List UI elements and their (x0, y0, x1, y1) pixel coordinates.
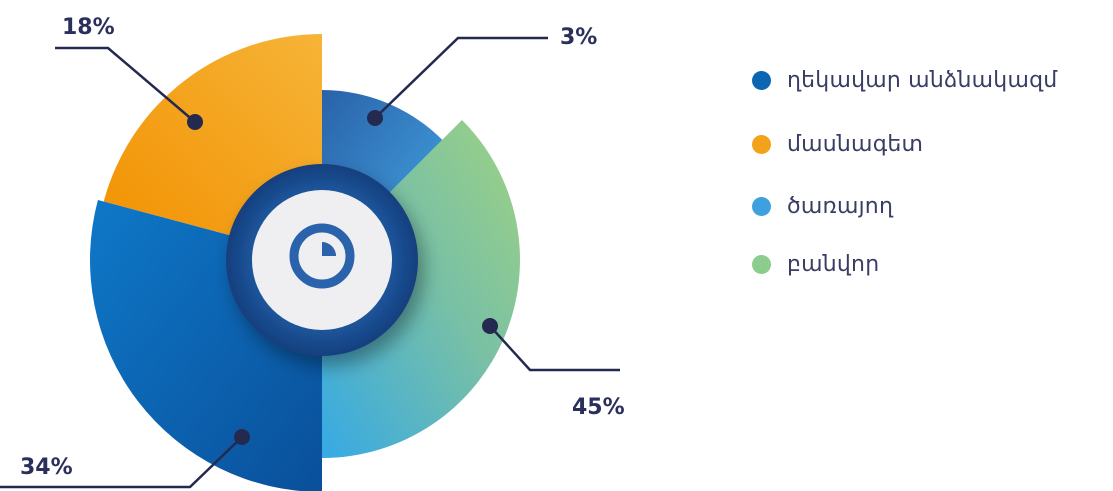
data-label: 34% (20, 455, 73, 480)
legend-label: մասնագետ (787, 131, 924, 157)
leader-dot (187, 114, 203, 130)
data-label: 3% (560, 25, 597, 50)
legend-dot (752, 196, 771, 216)
leader-line (374, 36, 548, 119)
leader-line (0, 436, 243, 489)
legend-item: բանվոր (752, 251, 1057, 277)
data-label: 18% (62, 15, 115, 40)
leader-dot (367, 110, 383, 126)
legend-label: բանվոր (787, 251, 880, 277)
pie-slice (322, 119, 520, 458)
leader-line (489, 325, 620, 372)
legend: ղեկավար անձնակազմ մասնագետ ծառայող բանվո… (752, 68, 1057, 316)
leader-dot (234, 429, 250, 445)
clock-pie-icon (289, 223, 355, 289)
center-disc (252, 190, 392, 330)
legend-dot (752, 70, 771, 90)
legend-item: ծառայող (752, 193, 1057, 219)
legend-item: մասնագետ (752, 131, 1057, 157)
leader-line (55, 46, 196, 123)
data-label: 45% (572, 395, 625, 420)
leader-dot (482, 318, 498, 334)
legend-dot (752, 254, 771, 274)
legend-dot (752, 134, 771, 154)
legend-label: ծառայող (787, 193, 894, 219)
legend-label: ղեկավար անձնակազմ (787, 67, 1058, 93)
legend-item: ղեկավար անձնակազմ (752, 67, 1058, 93)
